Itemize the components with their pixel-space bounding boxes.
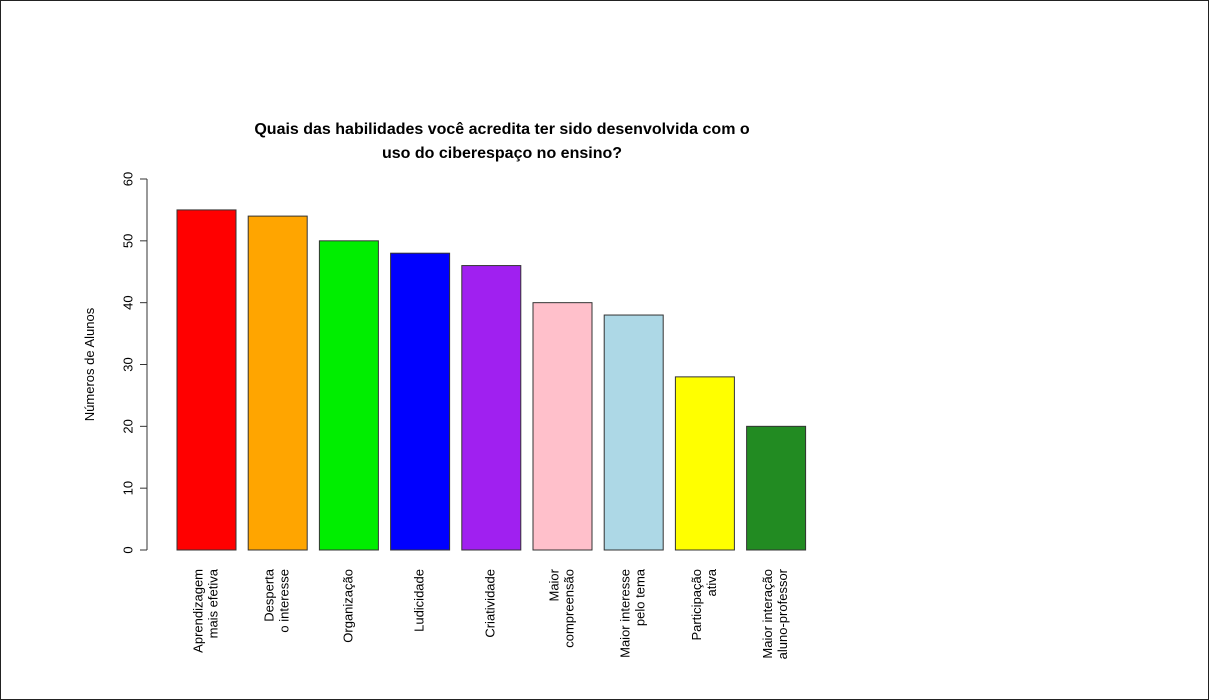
y-tick-label: 0 (120, 546, 135, 553)
bar-6 (532, 302, 593, 551)
category-label: Maior (546, 568, 561, 601)
y-tick-label: 30 (120, 357, 135, 371)
y-axis-label: Números de Alunos (82, 307, 97, 421)
category-label: Criatividade (483, 569, 498, 638)
category-label: aluno-professor (775, 568, 790, 659)
category-label: Ludicidade (412, 569, 427, 632)
category-label: Participação (689, 569, 704, 641)
bar-8 (674, 376, 735, 551)
category-label: ativa (704, 568, 719, 596)
category-label: mais efetiva (205, 568, 220, 638)
category-label: Maior interação (760, 569, 775, 659)
bar-5 (461, 265, 522, 551)
category-label: compreensão (561, 569, 576, 648)
y-tick-label: 50 (120, 234, 135, 248)
y-tick-label: 20 (120, 419, 135, 433)
bar-9 (746, 425, 807, 551)
y-axis: 0 10 20 30 40 50 60 (120, 172, 148, 554)
bar-7 (603, 314, 664, 551)
y-tick-label: 10 (120, 481, 135, 495)
category-label: o interesse (277, 569, 292, 633)
y-tick-label: 60 (120, 172, 135, 186)
category-label: Aprendizagem (190, 569, 205, 653)
y-axis-title: Números de Alunos (82, 307, 97, 421)
category-label: Maior interesse (618, 569, 633, 658)
y-tick-label: 40 (120, 295, 135, 309)
category-label: Organização (340, 569, 355, 643)
bar-4 (390, 252, 451, 551)
chart-title-line-2: uso do ciberespaço no ensino? (382, 145, 622, 162)
chart-title: Quais das habilidades você acredita ter … (254, 121, 750, 162)
bar-1 (176, 209, 237, 551)
bars (176, 209, 807, 551)
bar-2 (247, 215, 308, 551)
category-label: pelo tema (633, 568, 648, 626)
x-axis-labels: Aprendizagem mais efetiva Desperta o intere… (190, 568, 790, 659)
category-label: Desperta (262, 568, 277, 622)
chart-title-line-1: Quais das habilidades você acredita ter … (254, 121, 750, 138)
bar-3 (318, 240, 379, 551)
